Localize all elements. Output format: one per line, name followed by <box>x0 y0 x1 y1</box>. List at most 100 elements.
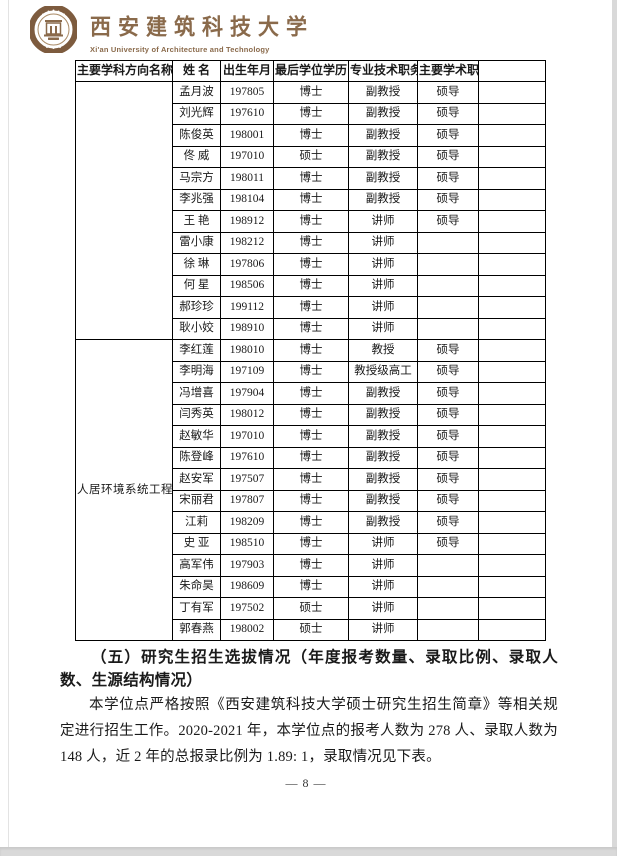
degree-cell: 博士 <box>273 532 349 555</box>
faculty-table: 主要学科方向名称姓 名出生年月 最后学位学历 专业技术职务 主要学术职 孟月波 1978… <box>75 60 546 641</box>
name-cell: 宋丽君 <box>172 489 221 512</box>
birthdate-cell: 197010 <box>220 425 274 448</box>
empty-cell <box>478 575 546 598</box>
degree-cell: 博士 <box>273 339 349 362</box>
academic-role-cell <box>417 296 479 319</box>
degree-cell: 博士 <box>273 81 349 104</box>
table-row: 宋丽君 197807 博士 副教授 硕导 <box>76 489 546 512</box>
section-heading: （五）研究生招生选拔情况（年度报考数量、录取比例、录取人数、生源结构情况） <box>60 649 558 689</box>
title-cell: 教授 <box>348 339 418 362</box>
degree-cell: 博士 <box>273 575 349 598</box>
academic-role-cell <box>417 575 479 598</box>
title-cell: 讲师 <box>348 575 418 598</box>
empty-cell <box>478 360 546 383</box>
degree-cell: 博士 <box>273 102 349 125</box>
title-cell: 讲师 <box>348 231 418 254</box>
empty-cell <box>478 597 546 620</box>
name-cell: 李明海 <box>172 360 221 383</box>
academic-role-cell: 硕导 <box>417 124 479 147</box>
degree-cell: 博士 <box>273 360 349 383</box>
birthdate-cell: 198010 <box>220 339 274 362</box>
table-header-cell: 最后学位学历 <box>273 60 349 82</box>
academic-role-cell: 硕导 <box>417 188 479 211</box>
table-row: 耿小姣 198910 博士 讲师 <box>76 317 546 340</box>
title-cell: 讲师 <box>348 296 418 319</box>
table-row: 李明海 197109 博士 教授级高工 硕导 <box>76 360 546 383</box>
academic-role-cell <box>417 253 479 276</box>
university-name-chinese: 西安建筑科技大学 <box>90 14 314 40</box>
page-number: — 8 — <box>285 776 327 790</box>
birthdate-cell: 197507 <box>220 468 274 491</box>
name-cell: 赵安军 <box>172 468 221 491</box>
academic-role-cell: 硕导 <box>417 425 479 448</box>
table-row: 丁有军 197502 硕士 讲师 <box>76 597 546 620</box>
empty-cell <box>478 296 546 319</box>
table-row: 人居环境系统工程 李红莲 198010 博士 教授 硕导 <box>75 339 546 641</box>
degree-cell: 硕士 <box>273 618 349 641</box>
empty-cell <box>478 317 546 340</box>
title-cell: 副教授 <box>348 468 418 491</box>
table-header-cell: 主要学科方向名称 <box>75 60 173 82</box>
empty-cell <box>478 532 546 555</box>
title-cell: 副教授 <box>348 188 418 211</box>
university-title-block: 西安建筑科技大学 Xi'an University of Architectur… <box>90 6 314 54</box>
table-row: 何 星 198506 博士 讲师 <box>76 274 546 297</box>
title-cell: 讲师 <box>348 618 418 641</box>
title-cell: 副教授 <box>348 511 418 534</box>
title-cell: 教授级高工 <box>348 360 418 383</box>
empty-cell <box>478 446 546 469</box>
title-cell: 讲师 <box>348 554 418 577</box>
birthdate-cell: 197904 <box>220 382 274 405</box>
table-row: 王 艳 198912 博士 讲师 硕导 <box>76 210 546 233</box>
name-cell: 王 艳 <box>172 210 221 233</box>
table-row: 徐 琳 197806 博士 讲师 <box>76 253 546 276</box>
birthdate-cell: 197502 <box>220 597 274 620</box>
academic-role-cell: 硕导 <box>417 382 479 405</box>
academic-role-cell: 硕导 <box>417 210 479 233</box>
name-cell: 刘光辉 <box>172 102 221 125</box>
name-cell: 陈登峰 <box>172 446 221 469</box>
title-cell: 副教授 <box>348 403 418 426</box>
table-row: 史 亚 198510 博士 讲师 硕导 <box>76 532 546 555</box>
title-cell: 副教授 <box>348 81 418 104</box>
academic-role-cell <box>417 274 479 297</box>
table-header-cell: 专业技术职务 <box>348 60 418 82</box>
empty-cell <box>478 554 546 577</box>
name-cell: 史 亚 <box>172 532 221 555</box>
name-cell: 丁有军 <box>172 597 221 620</box>
title-cell: 副教授 <box>348 425 418 448</box>
university-name-english: Xi'an University of Architecture and Tec… <box>90 45 270 54</box>
table-row: 高军伟 197903 博士 讲师 <box>76 554 546 577</box>
table-row: 江莉 198209 博士 副教授 硕导 <box>76 511 546 534</box>
birthdate-cell: 198912 <box>220 210 274 233</box>
degree-cell: 博士 <box>273 425 349 448</box>
table-row: 雷小康 198212 博士 讲师 <box>76 231 546 254</box>
discipline-cell: 人居环境系统工程 <box>75 339 173 641</box>
academic-role-cell: 硕导 <box>417 532 479 555</box>
title-cell: 副教授 <box>348 446 418 469</box>
degree-cell: 博士 <box>273 317 349 340</box>
academic-role-cell <box>417 231 479 254</box>
empty-cell <box>478 403 546 426</box>
empty-cell <box>478 274 546 297</box>
degree-cell: 硕士 <box>273 597 349 620</box>
degree-cell: 博士 <box>273 296 349 319</box>
degree-cell: 博士 <box>273 468 349 491</box>
academic-role-cell: 硕导 <box>417 489 479 512</box>
degree-cell: 博士 <box>273 403 349 426</box>
title-cell: 副教授 <box>348 489 418 512</box>
birthdate-cell: 197610 <box>220 446 274 469</box>
degree-cell: 博士 <box>273 554 349 577</box>
viewer-background-bottom <box>0 847 617 856</box>
degree-cell: 博士 <box>273 489 349 512</box>
degree-cell: 硕士 <box>273 145 349 168</box>
birthdate-cell: 198012 <box>220 403 274 426</box>
academic-role-cell: 硕导 <box>417 468 479 491</box>
empty-cell <box>478 167 546 190</box>
title-cell: 副教授 <box>348 167 418 190</box>
table-row: 闫秀英 198012 博士 副教授 硕导 <box>76 403 546 426</box>
title-cell: 讲师 <box>348 532 418 555</box>
table-row: 佟 威 197010 硕士 副教授 硕导 <box>76 145 546 168</box>
empty-cell <box>478 468 546 491</box>
